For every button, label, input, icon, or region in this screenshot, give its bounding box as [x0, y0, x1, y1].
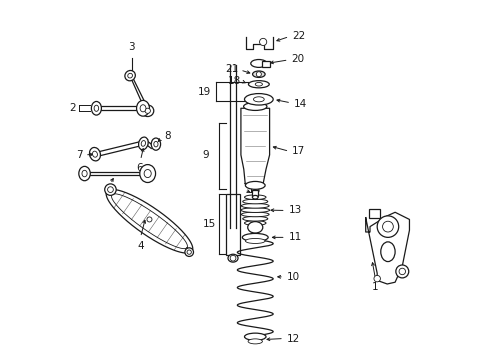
- Ellipse shape: [380, 242, 394, 262]
- Ellipse shape: [244, 221, 265, 225]
- Circle shape: [259, 39, 266, 45]
- Ellipse shape: [244, 195, 265, 199]
- Polygon shape: [241, 108, 269, 184]
- Ellipse shape: [255, 82, 262, 86]
- Ellipse shape: [138, 137, 148, 150]
- Ellipse shape: [186, 250, 191, 254]
- Ellipse shape: [398, 268, 405, 275]
- Ellipse shape: [243, 103, 266, 111]
- Ellipse shape: [82, 170, 87, 177]
- Text: 14: 14: [293, 99, 306, 109]
- Ellipse shape: [248, 81, 269, 88]
- Ellipse shape: [92, 151, 97, 157]
- Ellipse shape: [140, 165, 155, 183]
- Text: 11: 11: [288, 232, 301, 242]
- Text: 12: 12: [286, 333, 300, 343]
- Ellipse shape: [242, 216, 267, 221]
- Ellipse shape: [242, 233, 267, 241]
- Text: 7: 7: [76, 150, 82, 160]
- Ellipse shape: [373, 275, 380, 282]
- Ellipse shape: [395, 265, 408, 278]
- Circle shape: [256, 72, 261, 77]
- Text: 19: 19: [198, 87, 211, 96]
- Ellipse shape: [140, 105, 145, 112]
- Ellipse shape: [94, 105, 99, 111]
- Ellipse shape: [245, 238, 264, 243]
- Ellipse shape: [124, 71, 135, 81]
- Ellipse shape: [244, 94, 273, 105]
- Text: 21: 21: [224, 64, 238, 74]
- Text: 16: 16: [247, 185, 260, 195]
- Circle shape: [147, 217, 152, 222]
- Ellipse shape: [247, 222, 262, 233]
- Ellipse shape: [107, 187, 113, 193]
- Text: 2: 2: [69, 103, 76, 113]
- Text: 18: 18: [227, 76, 241, 86]
- Ellipse shape: [184, 248, 193, 256]
- Text: 10: 10: [286, 272, 299, 282]
- Ellipse shape: [79, 166, 90, 181]
- Text: 6: 6: [136, 163, 143, 173]
- Text: 13: 13: [288, 206, 301, 216]
- Bar: [368, 209, 379, 218]
- Ellipse shape: [247, 339, 262, 344]
- Text: 15: 15: [202, 219, 215, 229]
- Circle shape: [230, 255, 235, 261]
- Ellipse shape: [144, 170, 151, 177]
- Ellipse shape: [244, 333, 265, 340]
- Ellipse shape: [382, 221, 392, 232]
- Ellipse shape: [151, 138, 160, 150]
- Text: 8: 8: [163, 131, 170, 141]
- Bar: [252, 190, 258, 197]
- Text: 1: 1: [371, 282, 378, 292]
- Ellipse shape: [154, 141, 158, 147]
- Text: 3: 3: [128, 42, 135, 52]
- Text: 4: 4: [137, 241, 143, 251]
- Ellipse shape: [252, 71, 264, 77]
- Polygon shape: [365, 212, 408, 284]
- Ellipse shape: [241, 212, 268, 217]
- Ellipse shape: [136, 100, 149, 116]
- Ellipse shape: [250, 59, 266, 67]
- Ellipse shape: [241, 203, 268, 208]
- Ellipse shape: [252, 195, 258, 199]
- Text: 9: 9: [202, 150, 208, 160]
- Ellipse shape: [253, 97, 264, 102]
- Ellipse shape: [141, 140, 145, 146]
- Bar: [262, 60, 269, 67]
- Ellipse shape: [104, 184, 116, 195]
- Ellipse shape: [89, 148, 100, 161]
- Ellipse shape: [142, 105, 153, 117]
- Ellipse shape: [241, 208, 269, 212]
- Ellipse shape: [144, 108, 150, 113]
- Bar: [225, 194, 240, 255]
- Ellipse shape: [227, 254, 238, 262]
- Text: 22: 22: [291, 31, 305, 41]
- Text: 20: 20: [290, 54, 304, 64]
- Ellipse shape: [376, 216, 398, 237]
- Ellipse shape: [127, 73, 132, 78]
- Ellipse shape: [245, 181, 264, 189]
- Polygon shape: [246, 37, 273, 49]
- Text: 17: 17: [292, 146, 305, 156]
- Ellipse shape: [91, 102, 101, 115]
- Ellipse shape: [242, 199, 267, 204]
- Text: 5: 5: [105, 186, 111, 196]
